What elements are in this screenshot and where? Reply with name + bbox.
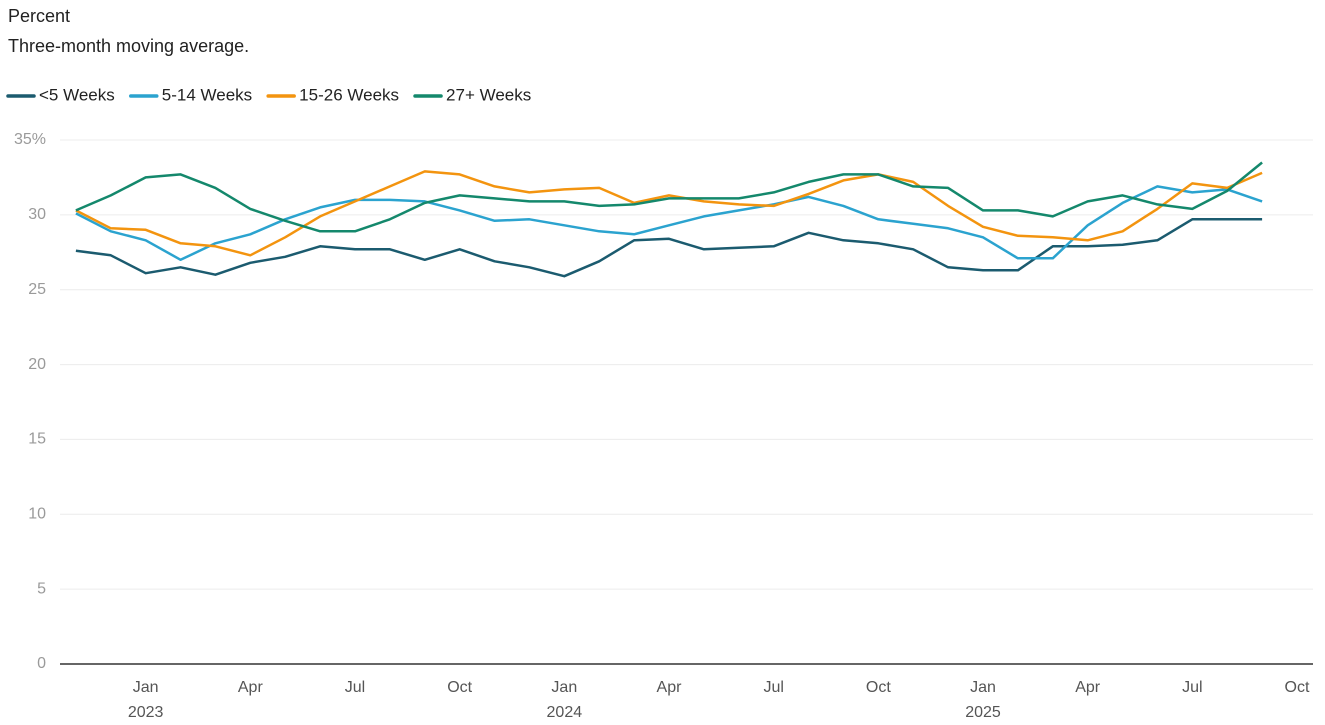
- x-tick-label: Jan: [551, 679, 577, 696]
- x-tick-year: 2023: [128, 704, 164, 721]
- x-tick-label: Oct: [1285, 679, 1310, 696]
- y-tick-label: 0: [37, 655, 46, 672]
- x-tick-label: Jan: [970, 679, 996, 696]
- x-tick-label: Jul: [345, 679, 365, 696]
- x-tick-label: Jul: [763, 679, 783, 696]
- x-tick-label: Oct: [447, 679, 472, 696]
- y-tick-label: 25: [28, 281, 46, 298]
- legend-label: 27+ Weeks: [446, 85, 531, 104]
- y-tick-label: 5: [37, 580, 46, 597]
- legend-label: 15-26 Weeks: [299, 85, 399, 104]
- legend-label: <5 Weeks: [39, 85, 115, 104]
- x-tick-label: Apr: [657, 679, 683, 696]
- x-tick-label: Apr: [1075, 679, 1101, 696]
- x-tick-year: 2025: [965, 704, 1001, 721]
- x-tick-label: Apr: [238, 679, 264, 696]
- y-tick-label: 10: [28, 506, 46, 523]
- series-line: [75, 161, 1263, 233]
- y-tick-label: 20: [28, 356, 46, 373]
- legend-label: 5-14 Weeks: [162, 85, 252, 104]
- x-tick-label: Oct: [866, 679, 891, 696]
- y-tick-label: 15: [28, 431, 46, 448]
- y-tick-label: 30: [28, 206, 46, 223]
- series-line: [75, 185, 1263, 262]
- x-tick-label: Jul: [1182, 679, 1202, 696]
- chart-title: Percent: [8, 6, 70, 26]
- series-line: [75, 170, 1263, 257]
- x-tick-year: 2024: [547, 704, 583, 721]
- chart-subtitle: Three-month moving average.: [8, 36, 249, 56]
- x-tick-label: Jan: [133, 679, 159, 696]
- y-tick-label: 35%: [14, 131, 46, 148]
